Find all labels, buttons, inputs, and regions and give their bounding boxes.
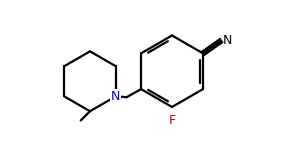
Text: F: F — [168, 114, 176, 127]
Text: N: N — [223, 34, 232, 47]
Text: N: N — [111, 90, 121, 103]
